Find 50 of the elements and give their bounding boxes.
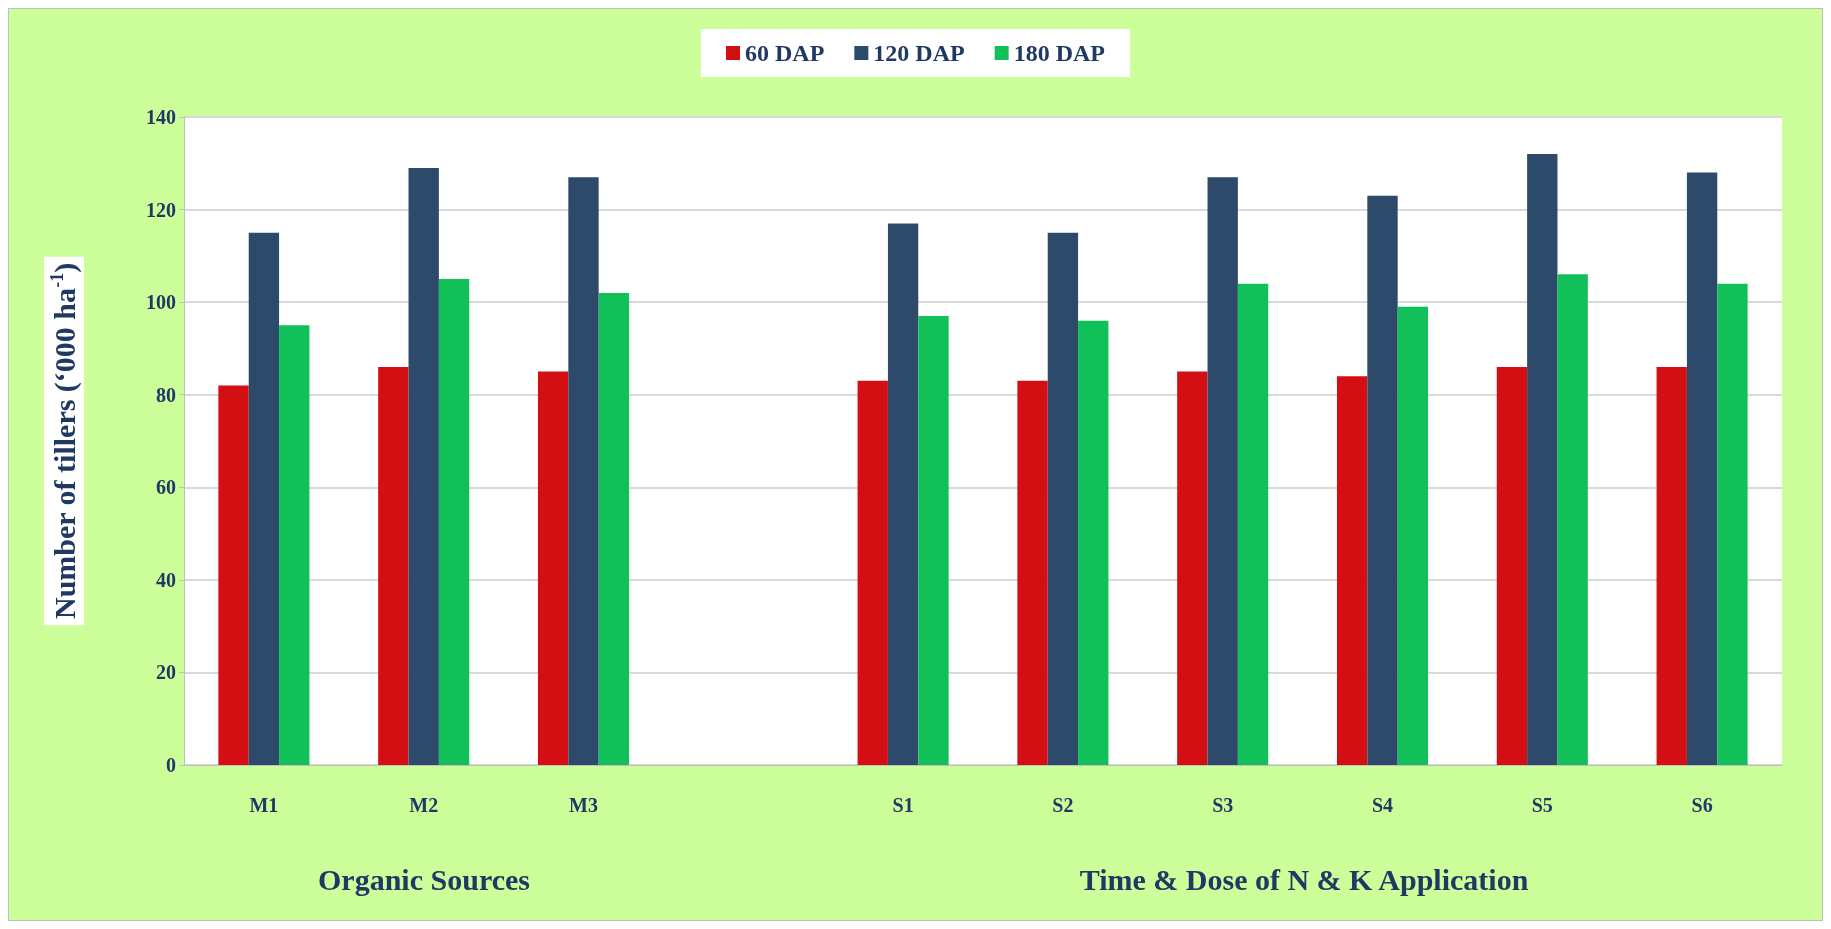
bar [1496,366,1528,765]
x-tick-label: M1 [249,794,279,816]
bar [918,316,949,765]
bar [218,385,249,765]
x-tick-label: S4 [1371,794,1394,816]
text: Time & Dose of N & K Application [1079,862,1529,896]
bar [1237,283,1269,765]
y-tick-label: 140 [146,106,176,128]
legend-label: 120 DAP [873,40,965,66]
bar [1686,172,1718,765]
bar [887,223,919,765]
text: Organic Sources [318,862,530,896]
bar [408,167,439,765]
bar [1177,371,1208,765]
bar [438,279,470,765]
x-tick-label: S2 [1052,794,1074,816]
bar [1017,380,1048,765]
bar [1397,306,1429,765]
bar [1557,274,1588,765]
y-tick-label: 120 [146,198,176,221]
bar [1656,366,1687,765]
x-tick-label: S1 [892,794,914,816]
bar [1336,376,1368,765]
x-tick-label: M3 [569,794,598,816]
bar [598,292,630,765]
bar [1527,154,1558,765]
bar [1047,232,1079,765]
bar [537,371,569,765]
bar [1078,320,1109,765]
bar [248,232,280,765]
y-tick-label: 40 [156,568,176,591]
bar [1367,195,1398,765]
bar [568,177,599,765]
bar [1717,283,1748,765]
bar [279,325,310,765]
y-tick-label: 60 [156,476,176,499]
x-tick-label: S6 [1691,794,1713,816]
y-tick-label: 80 [156,383,176,406]
y-axis-title: Number of tillers (‘000 ha-1) [47,262,82,620]
y-tick-label: 20 [156,661,176,684]
x-tick-label: S3 [1212,794,1234,816]
bar [378,366,409,765]
bar [1207,177,1238,765]
x-tick-label: M2 [409,794,439,816]
bar [857,380,888,765]
x-tick-label: S5 [1531,794,1553,816]
legend-label: 60 DAP [745,40,825,66]
legend-label: 180 DAP [1013,40,1105,66]
y-tick-label: 0 [166,754,176,776]
y-tick-label: 100 [146,291,176,314]
